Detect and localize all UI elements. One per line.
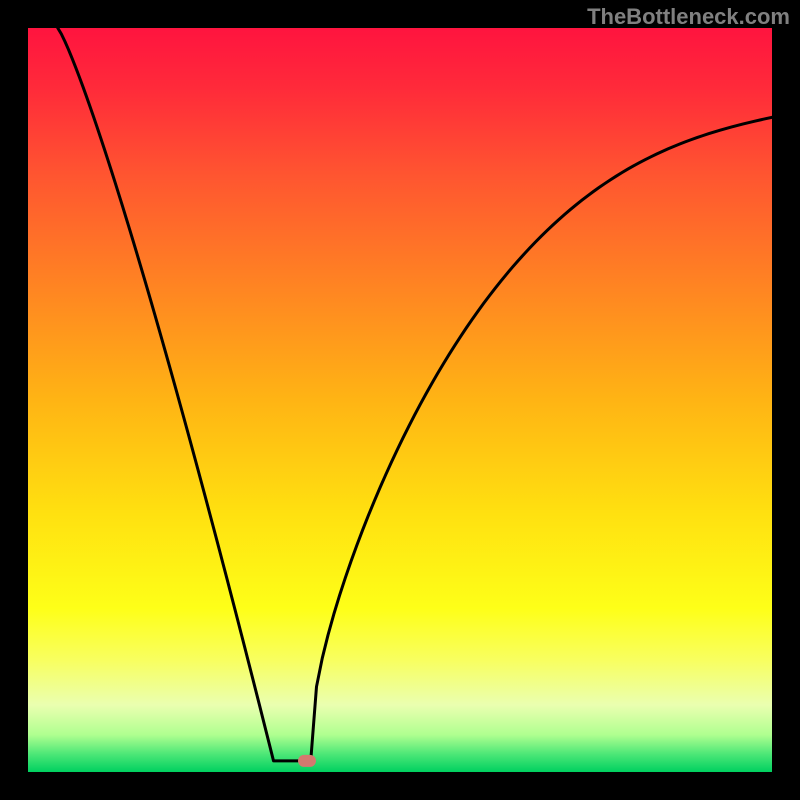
gradient-background: [28, 28, 772, 772]
plot-area: [28, 28, 772, 772]
bottleneck-chart: [28, 28, 772, 772]
optimum-marker: [298, 755, 316, 767]
chart-container: TheBottleneck.com: [0, 0, 800, 800]
watermark-text: TheBottleneck.com: [587, 4, 790, 30]
